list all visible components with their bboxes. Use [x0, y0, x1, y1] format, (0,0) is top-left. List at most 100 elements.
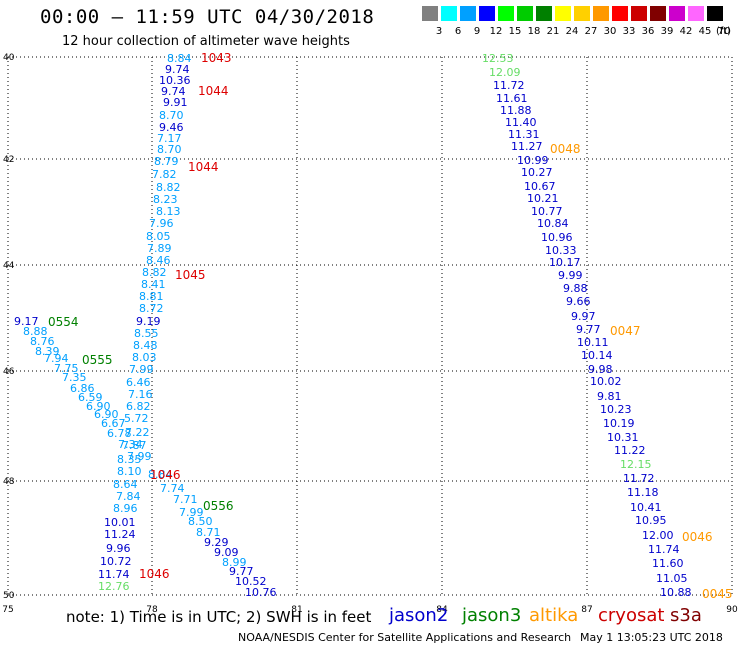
track-reading: 10.67 [524, 180, 556, 193]
color-scale-label: 24 [565, 26, 579, 37]
track-reading: 11.61 [496, 92, 528, 105]
color-swatch [460, 6, 476, 21]
track-reading: 8.55 [134, 327, 159, 340]
track-reading: 10.84 [537, 217, 569, 230]
track-reading: 8.76 [30, 335, 55, 348]
track-reading: 10.27 [521, 166, 553, 179]
page-subtitle: 12 hour collection of altimeter wave hei… [62, 34, 350, 49]
wave-height-readings: 8.849.7410.369.749.918.709.467.178.708.7… [14, 51, 733, 601]
y-tick-label: 42 [3, 155, 14, 165]
track-reading: 11.72 [493, 79, 525, 92]
track-reading: 11.24 [104, 528, 136, 541]
track-reading: 11.74 [98, 568, 130, 581]
color-scale-label: 6 [454, 26, 462, 37]
track-reading: 11.60 [652, 557, 684, 570]
legend-item-altika: altika [529, 605, 579, 626]
track-reading: 8.79 [154, 155, 179, 168]
color-scale-label: 3 [435, 26, 443, 37]
track-reading: 10.31 [607, 431, 639, 444]
timestamp-text: May 1 13:05:23 UTC 2018 [580, 631, 723, 644]
track-reading: 10.88 [660, 586, 692, 599]
track-reading: 10.36 [159, 74, 191, 87]
track-reading: 8.46 [146, 254, 171, 267]
track-reading: 8.41 [141, 278, 166, 291]
track-reading: 9.29 [204, 536, 229, 549]
track-reading: 6.86 [70, 382, 95, 395]
track-reading: 6.46 [126, 376, 151, 389]
track-reading: 6.90 [86, 400, 111, 413]
track-reading: 9.46 [159, 121, 184, 134]
track-reading: 11.72 [623, 472, 655, 485]
track-reading: 9.88 [563, 282, 588, 295]
color-scale-label: 27 [584, 26, 598, 37]
color-scale-label: 18 [527, 26, 541, 37]
track-reading: 8.82 [156, 181, 181, 194]
y-tick-label: 44 [3, 261, 15, 271]
track-reading: 10.77 [531, 205, 563, 218]
color-swatch [479, 6, 495, 21]
legend-item-jason2: jason2 [389, 605, 449, 626]
track-reading: 10.02 [590, 375, 622, 388]
track-reading: 8.99 [222, 556, 247, 569]
track-reading: 9.74 [161, 85, 186, 98]
color-swatch [536, 6, 552, 21]
track-reading: 7.74 [160, 482, 185, 495]
pass-time-label: 0046 [682, 530, 713, 544]
track-reading: 8.23 [153, 193, 178, 206]
x-tick-label: 75 [2, 605, 13, 615]
track-reading: 9.96 [106, 542, 131, 555]
color-scale-unit: (ft) [716, 26, 732, 37]
track-reading: 11.27 [511, 140, 543, 153]
color-scale-label: 15 [508, 26, 522, 37]
pass-time-label: 0555 [82, 353, 113, 367]
track-reading: 7.34 [118, 438, 143, 451]
pass-time-label: 1046 [150, 468, 181, 482]
page-title: 00:00 — 11:59 UTC 04/30/2018 [40, 6, 375, 28]
track-reading: 7.17 [157, 132, 182, 145]
pass-time-label: 1044 [198, 84, 229, 98]
track-reading: 12.09 [489, 66, 521, 79]
track-reading: 11.05 [656, 572, 688, 585]
track-reading: 9.91 [163, 96, 188, 109]
track-reading: 10.41 [630, 501, 662, 514]
track-reading: 11.40 [505, 116, 537, 129]
color-scale-label: 30 [603, 26, 617, 37]
pass-time-label: 1046 [139, 567, 170, 581]
color-scale-label: 70 [717, 26, 731, 37]
track-reading: 9.77 [576, 323, 601, 336]
track-reading: 10.76 [245, 586, 277, 599]
track-reading: 8.82 [142, 266, 167, 279]
color-swatch [707, 6, 723, 21]
y-tick-label: 46 [3, 367, 15, 377]
track-reading: 7.82 [152, 168, 177, 181]
track-reading: 5.72 [124, 412, 149, 425]
track-reading: 8.70 [157, 143, 182, 156]
color-swatch [441, 6, 457, 21]
track-reading: 8.50 [188, 515, 213, 528]
track-reading: 8.39 [35, 345, 60, 358]
x-tick-label: 81 [291, 605, 302, 615]
pass-time-label: 1043 [201, 51, 232, 65]
track-reading: 6.59 [78, 391, 103, 404]
track-reading: 8.84 [148, 468, 173, 481]
track-reading: 7.16 [128, 388, 153, 401]
x-tick-label: 87 [581, 605, 592, 615]
track-reading: 8.70 [159, 109, 184, 122]
color-swatch [669, 6, 685, 21]
pass-time-label: 0048 [550, 142, 581, 156]
track-reading: 7.94 [44, 352, 69, 365]
color-scale-label: 21 [546, 26, 560, 37]
y-tick-label: 50 [3, 591, 15, 601]
color-scale-label: 42 [679, 26, 693, 37]
track-reading: 9.98 [588, 363, 613, 376]
track-reading: 9.19 [136, 315, 161, 328]
track-reading: 7.99 [127, 450, 152, 463]
track-reading: 10.23 [600, 403, 632, 416]
color-scale-label: 36 [641, 26, 655, 37]
track-reading: 10.72 [100, 555, 132, 568]
track-reading: 12.53 [482, 52, 514, 65]
track-reading: 8.81 [139, 290, 164, 303]
track-reading: 11.22 [614, 444, 646, 457]
track-reading: 10.96 [541, 231, 573, 244]
track-reading: 7.99 [129, 363, 154, 376]
